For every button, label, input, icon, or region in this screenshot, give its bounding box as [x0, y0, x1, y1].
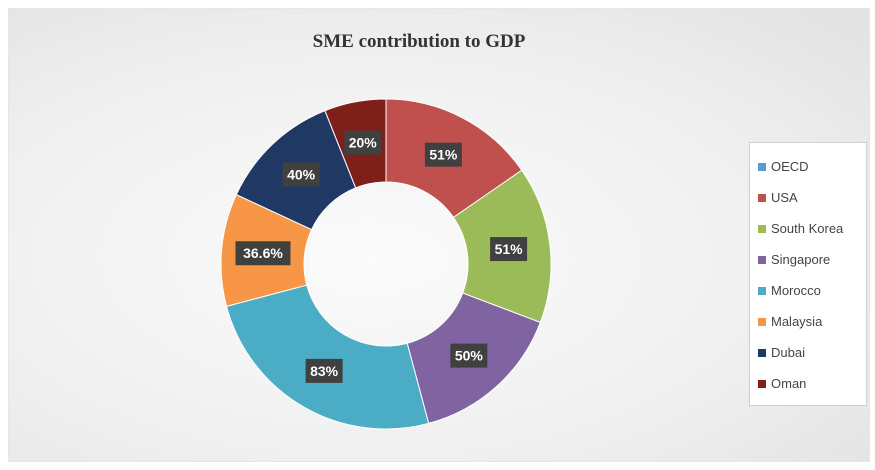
- legend-item-singapore: Singapore: [758, 244, 866, 275]
- legend-item-dubai: Dubai: [758, 337, 866, 368]
- legend-swatch: [758, 286, 766, 295]
- legend-item-oman: Oman: [758, 368, 866, 399]
- data-label-text: 83%: [310, 363, 339, 379]
- data-label-oman: 20%: [344, 130, 382, 155]
- data-label-text: 36.6%: [243, 245, 283, 261]
- legend-label: Singapore: [771, 252, 831, 267]
- legend-label: Dubai: [771, 345, 805, 360]
- legend-label: Oman: [771, 376, 807, 391]
- data-label-malaysia: 36.6%: [235, 241, 291, 266]
- legend-item-malaysia: Malaysia: [758, 306, 866, 337]
- legend-swatch: [758, 162, 766, 171]
- data-label-box: [450, 343, 488, 368]
- legend-label: USA: [771, 190, 798, 205]
- data-label-singapore: 50%: [450, 343, 488, 368]
- legend-label: Malaysia: [771, 314, 823, 329]
- legend-swatch: [758, 193, 766, 202]
- legend-item-morocco: Morocco: [758, 275, 866, 306]
- data-label-morocco: 83%: [305, 358, 343, 383]
- legend-label: Morocco: [771, 283, 821, 298]
- legend-label: South Korea: [771, 221, 844, 236]
- data-label-box: [282, 162, 320, 187]
- slice-morocco: [225, 284, 430, 430]
- data-label-box: [490, 237, 528, 262]
- legend-item-usa: USA: [758, 182, 866, 213]
- data-label-text: 40%: [287, 166, 316, 182]
- chart-area: SME contribution to GDP 51% 51% 50% 83% 36.6…: [8, 8, 870, 462]
- data-label-text: 50%: [455, 348, 484, 364]
- legend-swatch: [758, 317, 766, 326]
- data-label-box: [424, 142, 462, 167]
- data-label-usa: 51%: [424, 142, 462, 167]
- legend-item-south-korea: South Korea: [758, 213, 866, 244]
- data-label-text: 51%: [495, 241, 524, 257]
- legend-swatch: [758, 224, 766, 233]
- data-label-box: [305, 358, 343, 383]
- legend-swatch: [758, 348, 766, 357]
- data-label-south-korea: 51%: [490, 237, 528, 262]
- data-label-dubai: 40%: [282, 162, 320, 187]
- data-label-box: [344, 130, 382, 155]
- legend-label: OECD: [771, 159, 809, 174]
- legend-swatch: [758, 255, 766, 264]
- legend-item-oecd: OECD: [758, 151, 866, 182]
- legend-swatch: [758, 379, 766, 388]
- data-label-text: 51%: [429, 147, 458, 163]
- legend: OECD USA South Korea Singapore Morocco Malays…: [749, 142, 867, 406]
- donut-chart: 51% 51% 50% 83% 36.6% 40% 20%: [220, 98, 552, 430]
- chart-title: SME contribution to GDP: [312, 31, 526, 52]
- data-label-text: 20%: [349, 135, 378, 151]
- data-label-box: [235, 241, 291, 266]
